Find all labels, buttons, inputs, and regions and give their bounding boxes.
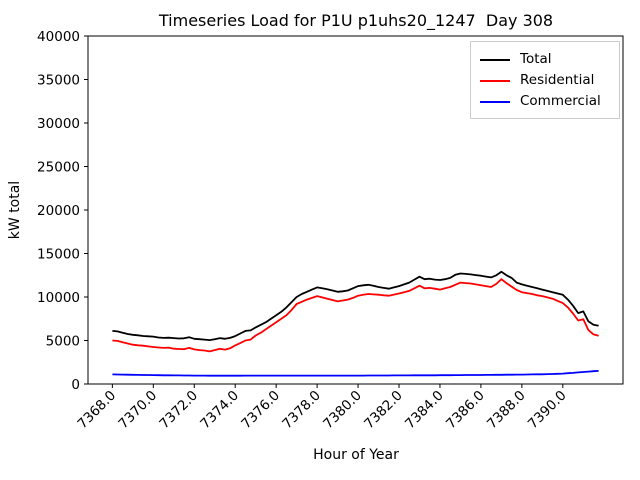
legend-line-swatch (480, 79, 510, 82)
x-tick-label: 7378.0 (279, 388, 324, 433)
series-line-commercial (112, 370, 599, 377)
x-tick-label: 7380.0 (320, 388, 365, 433)
legend-item-residential: Residential (480, 70, 611, 91)
y-tick-label: 20000 (37, 203, 80, 219)
y-tick-label: 30000 (37, 116, 80, 132)
x-tick-label: 7382.0 (361, 388, 406, 433)
y-tick-label: 35000 (37, 73, 80, 89)
x-tick-label: 7372.0 (156, 388, 201, 433)
x-tick-label: 7386.0 (443, 388, 488, 433)
legend-line-swatch (480, 58, 510, 61)
legend-item-total: Total (480, 49, 611, 70)
x-tick-label: 7374.0 (197, 388, 242, 433)
y-tick-label: 15000 (37, 247, 80, 263)
y-tick-label: 10000 (37, 290, 80, 306)
legend: Total Residential Commercial (470, 41, 620, 119)
x-tick-label: 7390.0 (525, 388, 570, 433)
series-line-total (112, 270, 599, 342)
y-tick-label: 40000 (37, 29, 80, 45)
series-line-residential (112, 278, 599, 353)
x-tick-label: 7370.0 (115, 388, 160, 433)
x-axis-label: Hour of Year (313, 447, 399, 463)
legend-label: Total (520, 51, 552, 67)
x-tick-label: 7376.0 (238, 388, 283, 433)
y-tick-label: 0 (71, 377, 80, 393)
x-tick-label: 7368.0 (74, 388, 119, 433)
y-tick-label: 25000 (37, 160, 80, 176)
legend-label: Residential (520, 72, 595, 88)
legend-label: Commercial (520, 93, 601, 109)
x-tick-label: 7384.0 (402, 388, 447, 433)
y-tick-label: 5000 (46, 334, 80, 350)
chart-title: Timeseries Load for P1U p1uhs20_1247 Day… (158, 11, 554, 30)
legend-item-commercial: Commercial (480, 91, 611, 112)
legend-line-swatch (480, 100, 510, 103)
x-tick-label: 7388.0 (484, 388, 529, 433)
